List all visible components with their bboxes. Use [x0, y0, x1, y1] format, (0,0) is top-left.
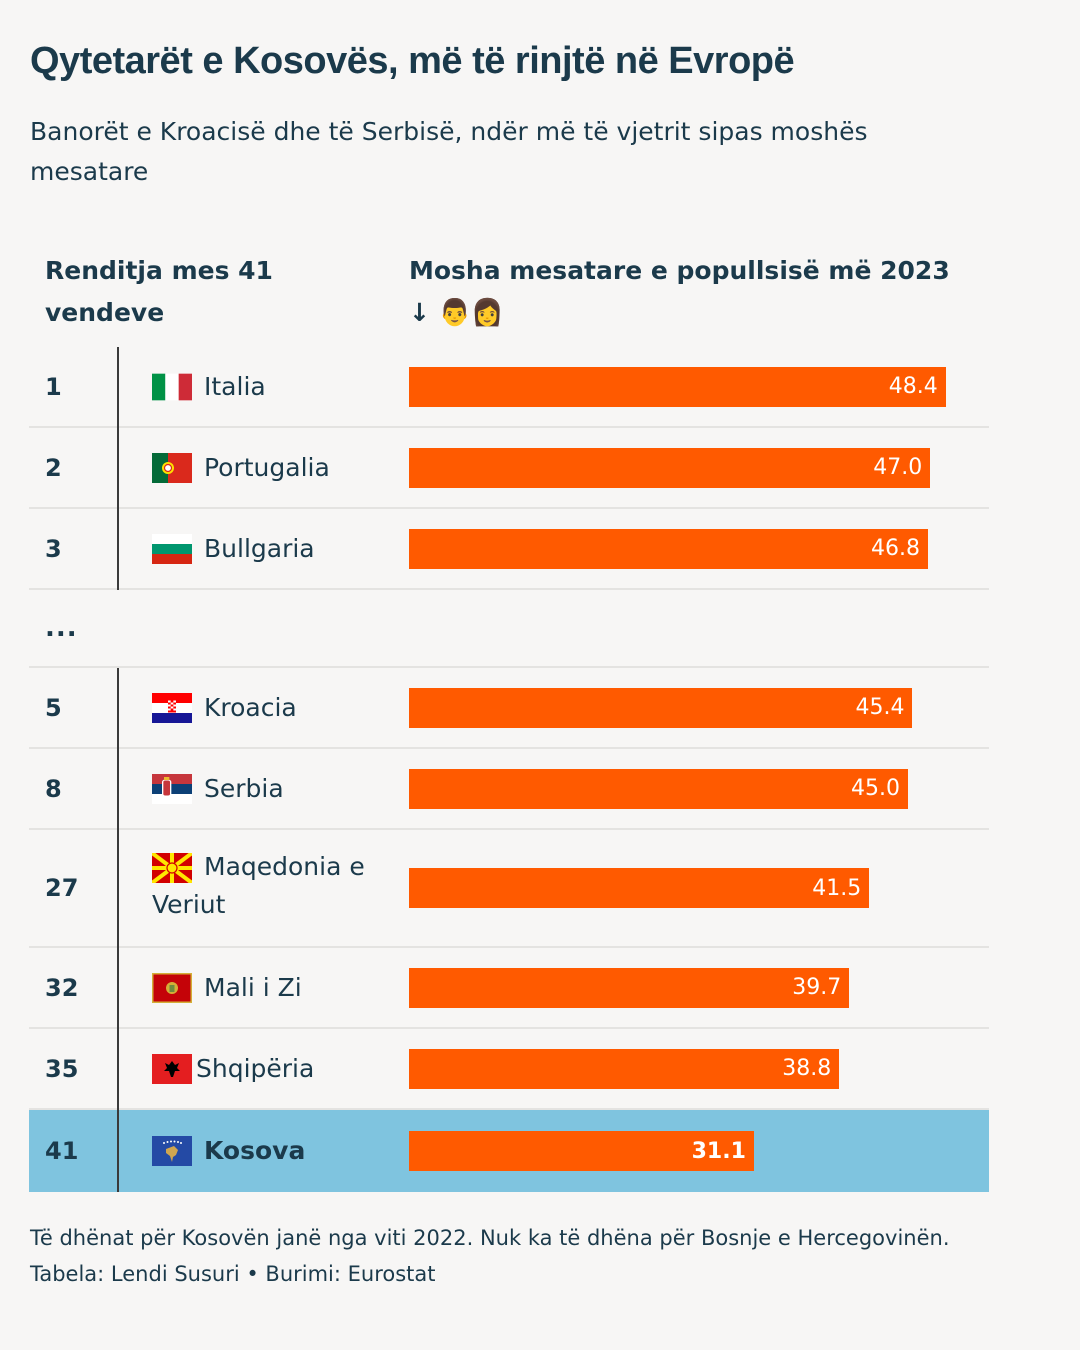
value-column-header[interactable]: Mosha mesatare e popullsisë më 2023 ↓ 👨👩 — [409, 250, 1009, 334]
north-macedonia-flag-icon — [152, 853, 192, 883]
rank-value: 5 — [45, 693, 62, 722]
woman-emoji-icon: 👩 — [471, 298, 504, 328]
italy-flag-icon — [152, 372, 192, 402]
country-name: Maqedonia e Veriut — [152, 852, 365, 919]
country-name: Bullgaria — [204, 533, 315, 563]
ellipsis: ... — [45, 613, 78, 643]
bulgaria-flag-icon — [152, 533, 192, 564]
sort-down-arrow-icon[interactable]: ↓ — [409, 298, 430, 327]
bar: 39.7 — [409, 967, 850, 1008]
serbia-flag-icon — [152, 773, 192, 804]
bar: 45.4 — [409, 687, 913, 728]
column-divider — [117, 948, 119, 1029]
country-name: Italia — [204, 371, 266, 401]
column-divider — [117, 830, 119, 948]
table-row: 8 Serbia 45.0 — [29, 749, 989, 830]
footer-note: Të dhënat për Kosovën janë nga viti 2022… — [30, 1226, 950, 1250]
rank-column-header: Renditja mes 41 vendeve — [45, 256, 273, 327]
bar: 38.8 — [409, 1048, 840, 1089]
chart-title: Qytetarët e Kosovës, më të rinjtë në Evr… — [30, 40, 795, 82]
column-divider — [117, 509, 119, 590]
column-divider — [117, 347, 119, 428]
ranking-table: 1 Italia 48.4 2 Portugalia 47.0 3 Bullg — [29, 347, 989, 1192]
country-name: Mali i Zi — [204, 972, 302, 1002]
kosovo-flag-icon — [152, 1136, 192, 1166]
footer: Të dhënat për Kosovën janë nga viti 2022… — [30, 1220, 950, 1292]
footer-credit: Tabela: Lendi Susuri • Burimi: Eurostat — [30, 1262, 436, 1286]
montenegro-flag-icon — [152, 972, 192, 1003]
albania-flag-icon — [152, 1053, 192, 1084]
bar-value-label: 45.0 — [851, 776, 901, 801]
table-row: 1 Italia 48.4 — [29, 347, 989, 428]
rank-value: 35 — [45, 1054, 79, 1083]
bar-value-label: 46.8 — [871, 536, 920, 561]
table-row: 32 Mali i Zi 39.7 — [29, 948, 989, 1029]
bar-value-label: 31.1 — [691, 1138, 746, 1164]
column-divider — [117, 428, 119, 509]
column-divider — [117, 1110, 119, 1192]
bar-value-label: 47.0 — [873, 455, 923, 480]
bar: 45.0 — [409, 768, 909, 809]
value-column-title: Mosha mesatare e popullsisë më 2023 — [409, 256, 950, 285]
rank-value: 32 — [45, 973, 79, 1002]
country-name: Serbia — [204, 773, 284, 803]
country-name: Shqipëria — [196, 1053, 315, 1083]
bar-value-label: 45.4 — [855, 695, 905, 720]
bar-value-label: 39.7 — [792, 975, 842, 1000]
country-name: Kroacia — [204, 692, 297, 722]
table-row: 27 Maqedonia e Veriut 41.5 — [29, 830, 989, 948]
rank-value: 41 — [45, 1137, 79, 1165]
rank-value: 8 — [45, 774, 62, 803]
rank-value: 27 — [45, 874, 79, 902]
bar-highlighted: 31.1 — [409, 1131, 754, 1171]
rank-value: 3 — [45, 534, 62, 563]
table-row: 2 Portugalia 47.0 — [29, 428, 989, 509]
bar-value-label: 41.5 — [812, 875, 862, 901]
table-row: 3 Bullgaria 46.8 — [29, 509, 989, 590]
rank-value: 1 — [45, 372, 62, 401]
chart-subtitle: Banorët e Kroacisë dhe të Serbisë, ndër … — [30, 117, 868, 186]
bar-value-label: 38.8 — [782, 1056, 832, 1081]
bar: 48.4 — [409, 366, 946, 407]
country-name: Portugalia — [204, 452, 330, 482]
portugal-flag-icon — [152, 452, 192, 483]
table-row: 5 Kroacia 45.4 — [29, 668, 989, 749]
omitted-rows-indicator: ... — [29, 590, 989, 668]
column-divider — [117, 668, 119, 749]
bar: 41.5 — [409, 868, 870, 908]
bar-value-label: 48.4 — [888, 374, 938, 399]
man-emoji-icon: 👨 — [438, 298, 472, 328]
croatia-flag-icon — [152, 692, 192, 723]
bar: 46.8 — [409, 528, 928, 569]
column-divider — [117, 1029, 119, 1110]
column-divider — [117, 749, 119, 830]
table-row-highlighted: 41 Kosova 31.1 — [29, 1110, 989, 1192]
table-row: 35 Shqipëria 38.8 — [29, 1029, 989, 1110]
rank-value: 2 — [45, 453, 62, 482]
bar: 47.0 — [409, 447, 931, 488]
country-name: Kosova — [204, 1136, 306, 1165]
